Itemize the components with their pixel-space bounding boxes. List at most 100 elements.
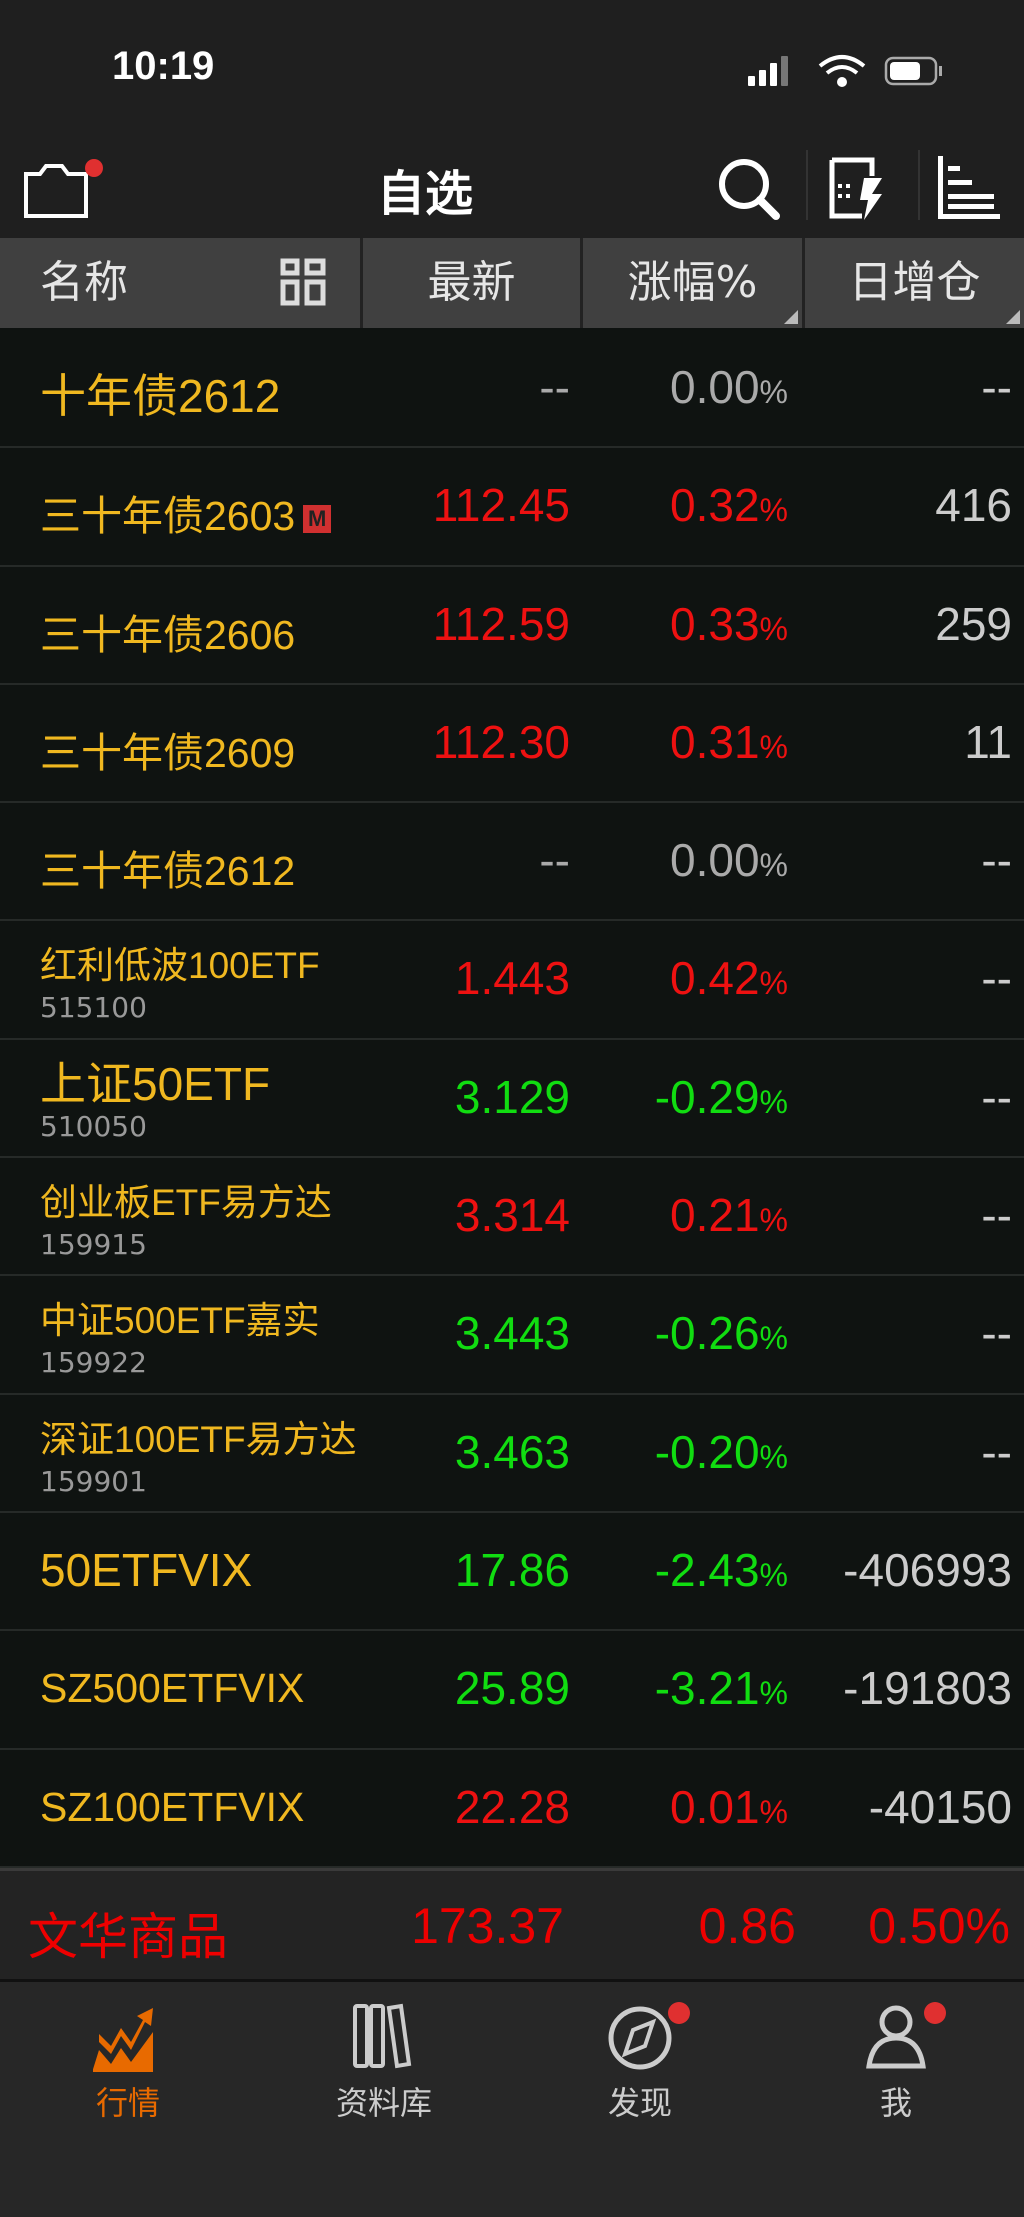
search-icon[interactable] [714,154,784,224]
daily-oi-change: 11 [964,715,1012,768]
status-icons [748,55,942,87]
notification-dot [924,2002,946,2024]
column-change-pct[interactable]: 涨幅% [583,238,805,328]
table-row[interactable]: SZ500ETFVIX 25.89 -3.21% -191803 [0,1631,1024,1750]
table-row[interactable]: 创业板ETF易方达 159915 3.314 0.21% -- [0,1158,1024,1277]
table-row[interactable]: 中证500ETF嘉实 159922 3.443 -0.26% -- [0,1276,1024,1395]
latest-price: -- [539,834,570,887]
notification-dot [85,159,103,177]
instrument-name: 50ETFVIX [40,1543,253,1596]
tab-me[interactable]: 我 [796,2002,996,2124]
compass-icon [608,2006,672,2070]
daily-oi-change: -406993 [843,1543,1012,1596]
change-pct: 0.00% [670,361,788,413]
sort-indicator-icon [1006,310,1020,324]
latest-price: 112.59 [432,597,570,650]
ticker-pct: 0.50% [868,1898,1010,1954]
watchlist: 十年债2612 -- 0.00% -- 三十年债2603 M 112.45 0.32… [0,330,1024,1868]
instrument-name: 三十年债2603 M [40,482,332,542]
instrument-name: 创业板ETF易方达 [40,1182,332,1224]
instrument-name: 十年债2612 [40,370,281,422]
table-row[interactable]: SZ100ETFVIX 22.28 0.01% -40150 [0,1749,1024,1868]
nav-header: 自选 [0,140,1024,238]
ticker-last: 173.37 [411,1898,564,1954]
instrument-name: 中证500ETF嘉实 [40,1300,320,1342]
quick-order-icon[interactable] [828,154,888,224]
change-pct: -0.29% [654,1070,788,1123]
tab-library[interactable]: 资料库 [284,2002,484,2124]
battery-icon [884,56,942,86]
daily-oi-change: -- [981,1070,1012,1123]
latest-price: 112.45 [432,479,570,532]
page-title: 自选 [376,166,473,222]
table-row[interactable]: 三十年债2612 -- 0.00% -- [0,803,1024,922]
table-row[interactable]: 三十年债2609 112.30 0.31% 11 [0,684,1024,804]
books-icon [353,2003,412,2069]
status-bar: 10:19 [0,0,1024,140]
table-row[interactable]: 上证50ETF 510050 3.129 -0.29% -- [0,1039,1024,1159]
instrument-name: SZ500ETFVIX [40,1665,305,1712]
latest-price: -- [539,361,570,413]
change-pct: 0.21% [670,1189,788,1242]
latest-price: 22.28 [454,1780,570,1833]
table-row[interactable]: 三十年债2603 M 112.45 0.32% 416 [0,448,1024,567]
folder-icon[interactable] [22,154,106,224]
instrument-name: 红利低波100ETF [40,945,320,987]
change-pct: 0.42% [670,952,788,1005]
change-pct: -0.26% [654,1307,788,1360]
latest-price: 3.443 [454,1307,570,1360]
signal-icon [748,56,788,86]
column-latest[interactable]: 最新 [363,238,583,328]
daily-oi-change: -- [981,834,1012,887]
change-pct: -0.20% [654,1425,788,1478]
index-ticker[interactable]: 文华商品 173.37 0.86 0.50% [0,1868,1024,1982]
table-row[interactable]: 三十年债2606 112.59 0.33% 259 [0,566,1024,685]
instrument-code: 159922 [40,1346,147,1380]
daily-oi-change: 416 [935,479,1012,532]
daily-oi-change: -- [981,1425,1012,1478]
daily-oi-change: -- [981,1189,1012,1242]
instrument-code: 515100 [40,991,147,1025]
daily-oi-change: -40150 [868,1780,1012,1833]
latest-price: 112.30 [432,715,570,768]
tab-market[interactable]: 行情 [28,2002,228,2124]
user-icon [866,2005,926,2069]
daily-oi-change: -- [981,361,1012,413]
ticker-change: 0.86 [698,1898,796,1954]
change-pct: 0.31% [670,715,788,768]
change-pct: 0.01% [670,1780,788,1833]
qr-code-icon[interactable] [280,258,326,306]
column-daily-oi[interactable]: 日增仓 [805,238,1024,328]
instrument-code: 159901 [40,1464,147,1498]
sort-indicator-icon [784,310,798,324]
latest-price: 17.86 [454,1543,570,1596]
column-name[interactable]: 名称 [0,238,363,328]
sort-list-icon[interactable] [934,154,1004,224]
instrument-name: 三十年债2606 [40,611,296,658]
notification-dot [668,2002,690,2024]
table-row[interactable]: 红利低波100ETF 515100 1.443 0.42% -- [0,921,1024,1040]
daily-oi-change: -191803 [843,1662,1012,1715]
instrument-name: SZ100ETFVIX [40,1783,305,1830]
change-pct: -3.21% [654,1662,788,1715]
latest-price: 3.314 [454,1189,570,1242]
daily-oi-change: -- [981,1307,1012,1360]
latest-price: 1.443 [454,952,570,1005]
main-contract-badge: M [303,505,332,534]
latest-price: 3.463 [454,1425,570,1478]
table-row[interactable]: 50ETFVIX 17.86 -2.43% -406993 [0,1512,1024,1632]
change-pct: 0.32% [670,479,788,532]
latest-price: 25.89 [454,1662,570,1715]
change-pct: -2.43% [654,1543,788,1596]
daily-oi-change: -- [981,952,1012,1005]
ticker-name: 文华商品 [28,1909,228,1965]
table-row[interactable]: 深证100ETF易方达 159901 3.463 -0.20% -- [0,1394,1024,1513]
status-time: 10:19 [112,44,215,88]
tab-discover[interactable]: 发现 [540,2002,740,2124]
table-row[interactable]: 十年债2612 -- 0.00% -- [0,330,1024,449]
instrument-code: 510050 [40,1109,147,1143]
column-header: 名称 最新 涨幅% 日增仓 [0,238,1024,328]
latest-price: 3.129 [454,1070,570,1123]
instrument-name: 三十年债2609 [40,729,296,776]
instrument-name: 深证100ETF易方达 [40,1418,357,1460]
